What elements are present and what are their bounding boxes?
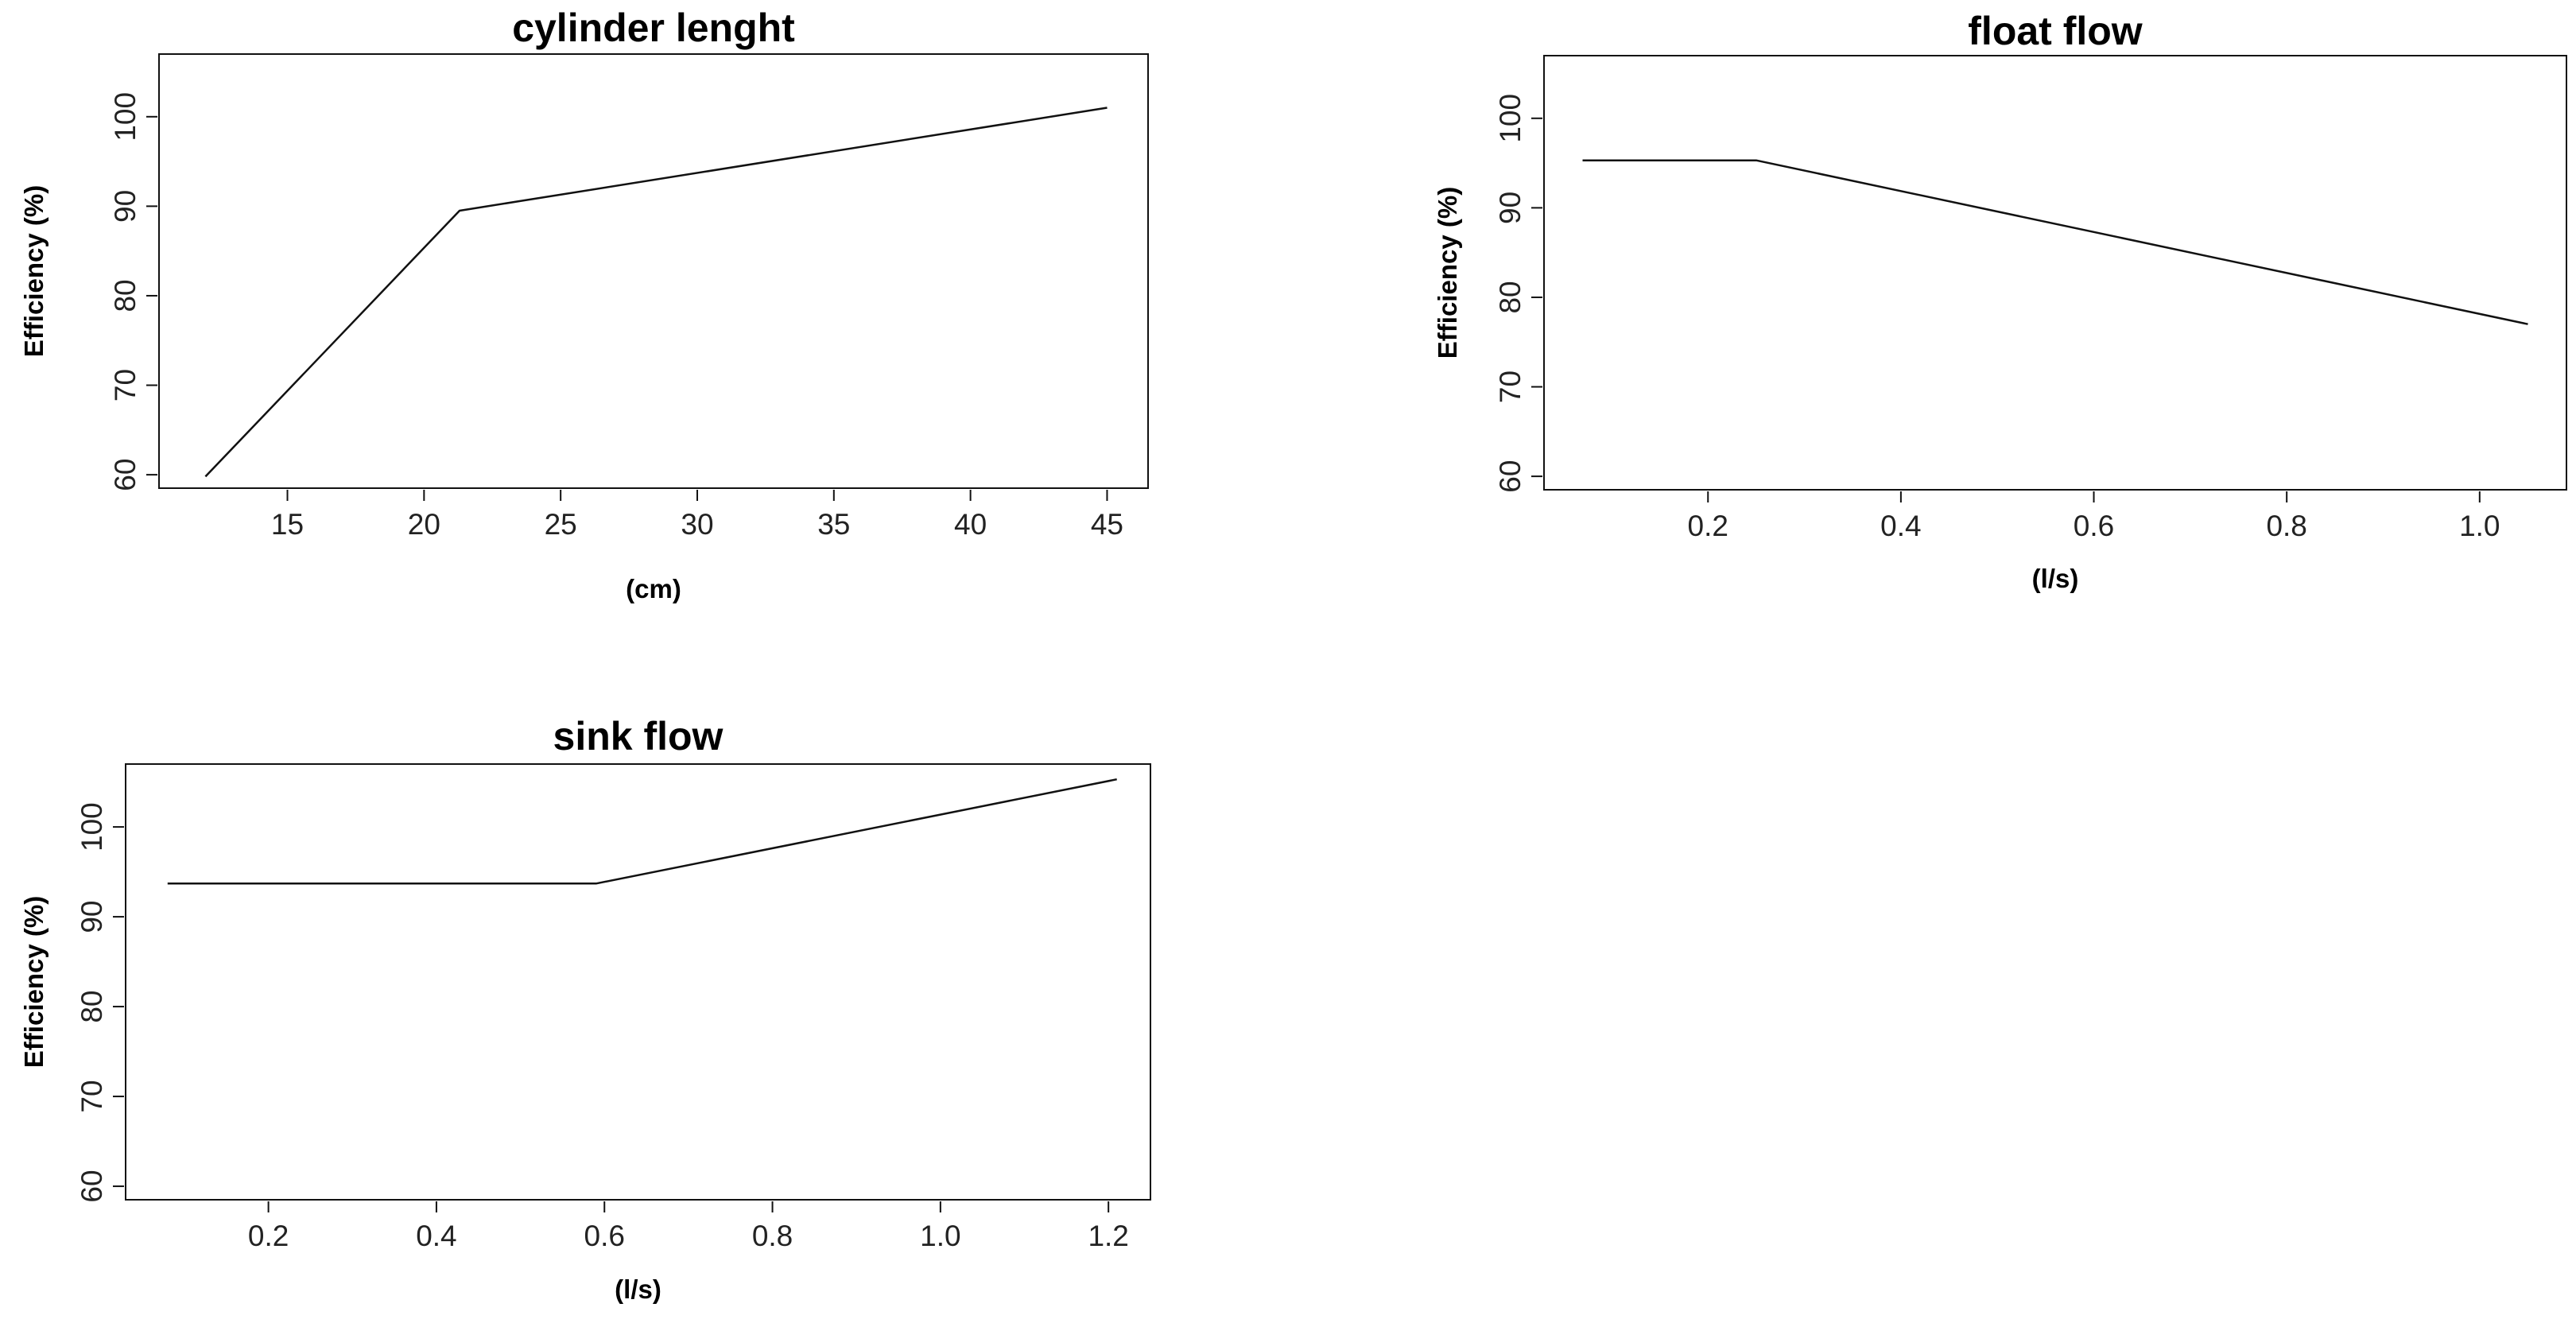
plot-frame	[158, 53, 1149, 489]
x-tick-label: 0.6	[584, 1220, 625, 1252]
x-axis-label: (cm)	[626, 574, 681, 603]
x-tick-label: 0.2	[1688, 510, 1728, 542]
y-tick-label: 80	[109, 279, 142, 312]
y-tick-label: 90	[1494, 192, 1527, 224]
y-tick-label: 60	[76, 1170, 108, 1202]
y-tick-label: 100	[76, 802, 108, 852]
x-tick-label: 30	[681, 508, 713, 541]
y-tick-label: 70	[109, 369, 142, 402]
series-line	[204, 107, 1108, 478]
chart-1: cylinder lenght 15 20 25 30 35 40 45 60 70 80 90 100…	[19, 6, 1149, 603]
x-tick-label: 20	[408, 508, 440, 541]
y-tick-label: 90	[76, 901, 108, 933]
chart-title: cylinder lenght	[512, 6, 795, 50]
series-line	[1582, 159, 2528, 325]
y-tick-label: 80	[76, 990, 108, 1022]
y-tick-label: 70	[76, 1080, 108, 1112]
y-tick-label: 100	[1494, 94, 1527, 143]
x-tick-label: 1.0	[920, 1220, 960, 1252]
y-tick-label: 90	[109, 190, 142, 223]
x-tick-label: 0.4	[1880, 510, 1921, 542]
y-tick-label: 60	[109, 459, 142, 491]
chart-title: sink flow	[553, 714, 724, 758]
y-tick-label: 60	[1494, 460, 1527, 493]
x-tick-label: 1.0	[2459, 510, 2500, 542]
x-tick-label: 0.4	[416, 1220, 456, 1252]
y-tick-label: 100	[109, 92, 142, 142]
x-tick-label: 1.2	[1088, 1220, 1128, 1252]
x-axis-label: (l/s)	[2032, 564, 2079, 593]
y-tick-label: 70	[1494, 370, 1527, 403]
x-tick-label: 0.8	[2266, 510, 2306, 542]
x-tick-label: 45	[1091, 508, 1123, 541]
series-line	[167, 778, 1117, 885]
chart-3: sink flow 0.2 0.4 0.6 0.8 1.0 1.2 60 70 80 90 100 (l…	[19, 714, 1151, 1304]
chart-2: float flow 0.2 0.4 0.6 0.8 1.0 60 70 80 90 100 (l/s…	[1433, 9, 2567, 593]
x-tick-label: 35	[817, 508, 850, 541]
y-axis-label: Efficiency (%)	[1433, 187, 1462, 359]
y-axis-label: Efficiency (%)	[19, 185, 48, 357]
x-axis-label: (l/s)	[615, 1274, 661, 1304]
y-axis-label: Efficiency (%)	[19, 896, 48, 1068]
x-tick-label: 40	[954, 508, 987, 541]
x-tick-label: 0.2	[248, 1220, 289, 1252]
x-tick-label: 0.6	[2074, 510, 2114, 542]
chart-title: float flow	[1968, 9, 2143, 53]
x-tick-label: 15	[271, 508, 304, 541]
x-tick-label: 0.8	[752, 1220, 793, 1252]
plot-frame	[1543, 55, 2567, 491]
y-tick-label: 80	[1494, 281, 1527, 313]
x-tick-label: 25	[545, 508, 577, 541]
plot-frame	[125, 763, 1151, 1201]
